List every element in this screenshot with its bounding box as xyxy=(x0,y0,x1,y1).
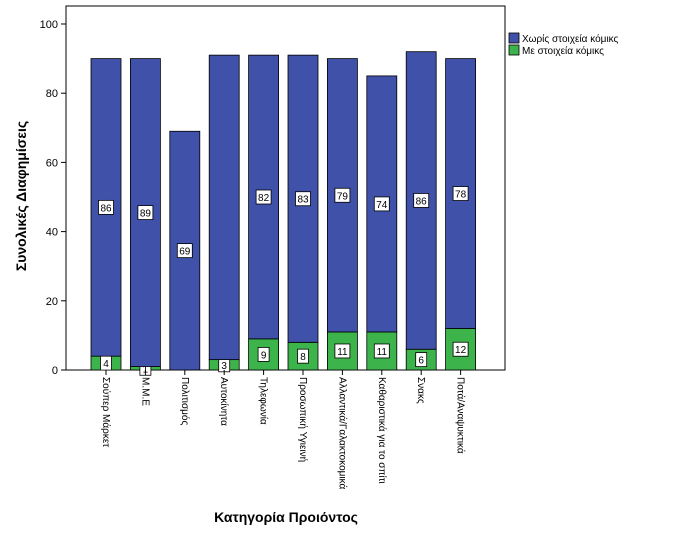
y-tick-label: 40 xyxy=(46,227,58,239)
data-label: 12 xyxy=(455,345,467,356)
data-label: 1 xyxy=(143,364,149,375)
x-axis-title: Κατηγορία Προιόντος xyxy=(214,509,358,525)
x-axis: Σούπερ Μάρκετ Μ.Μ.Ε Πολιτισμός Αυτοκίνητα Τη… xyxy=(100,370,467,489)
x-tick-label: Αλλαντικά/Γαλακτοκομικά xyxy=(336,377,348,489)
data-label: 86 xyxy=(416,196,428,207)
x-tick-label: Αυτοκίνητα xyxy=(218,377,230,426)
legend-label: Χωρίς στοιχεία κόμικς xyxy=(522,33,619,45)
x-tick-label: Καθαριστικά για το σπίτι xyxy=(376,377,388,484)
y-tick-label: 80 xyxy=(46,88,58,100)
bars: 4 86 1 89 69 3 9 82 8 83 11 79 11 74 6 86 12 78 xyxy=(90,51,477,376)
data-label: 79 xyxy=(337,191,349,202)
x-tick-label: Ποτά/Αναψυκτικά xyxy=(455,377,467,454)
bar-segment xyxy=(129,58,161,367)
legend-label: Με στοιχεία κόμικς xyxy=(522,45,604,57)
data-label-box xyxy=(297,348,309,364)
data-label: 11 xyxy=(377,347,388,358)
x-tick-label: Σνακς xyxy=(415,377,426,404)
data-label-box xyxy=(295,191,311,207)
data-label-box xyxy=(257,347,270,362)
bar-segment xyxy=(208,54,240,361)
data-label-box xyxy=(373,196,390,212)
data-label: 9 xyxy=(261,350,267,361)
x-tick-label: Σούπερ Μάρκετ xyxy=(100,377,112,447)
data-label-box xyxy=(373,343,390,359)
x-tick-label: Προσωπική Υγιεινή xyxy=(297,377,309,462)
data-label-box xyxy=(255,189,272,205)
data-label-box xyxy=(415,352,428,368)
data-label-box xyxy=(176,243,193,259)
data-label: 86 xyxy=(100,203,112,214)
y-tick-label: 0 xyxy=(52,365,58,377)
data-label-box xyxy=(334,343,351,359)
data-label-box xyxy=(452,341,469,357)
legend-swatch xyxy=(508,44,520,56)
data-label: 69 xyxy=(179,247,191,258)
data-label: 82 xyxy=(258,193,270,204)
x-tick-label: Πολιτισμός xyxy=(179,377,191,425)
data-label: 8 xyxy=(300,352,306,363)
legend-swatch xyxy=(508,32,520,44)
data-label: 6 xyxy=(418,356,424,367)
data-label: 83 xyxy=(297,195,309,206)
data-label-box xyxy=(334,187,351,203)
data-label: 11 xyxy=(337,347,348,358)
y-tick-label: 20 xyxy=(46,296,58,308)
data-label: 78 xyxy=(455,190,467,201)
y-tick-label: 60 xyxy=(46,157,58,169)
data-label: 3 xyxy=(221,361,227,372)
x-tick-label: Τηλεφωνία xyxy=(258,377,270,425)
data-label-box xyxy=(452,186,469,201)
data-label: 74 xyxy=(376,200,388,211)
x-tick-label: Μ.Μ.Ε xyxy=(139,377,150,406)
data-label: 4 xyxy=(103,359,109,370)
data-label: 89 xyxy=(140,209,152,220)
data-label-box xyxy=(98,199,114,215)
y-tick-label: 100 xyxy=(40,19,58,31)
y-axis: 0 20 40 60 80 100 xyxy=(40,19,66,377)
data-label-box xyxy=(413,193,430,208)
data-label-box xyxy=(137,205,154,220)
bar-segment xyxy=(287,54,319,343)
y-axis-title: Συνολικές Διαφημίσεις xyxy=(13,121,29,271)
